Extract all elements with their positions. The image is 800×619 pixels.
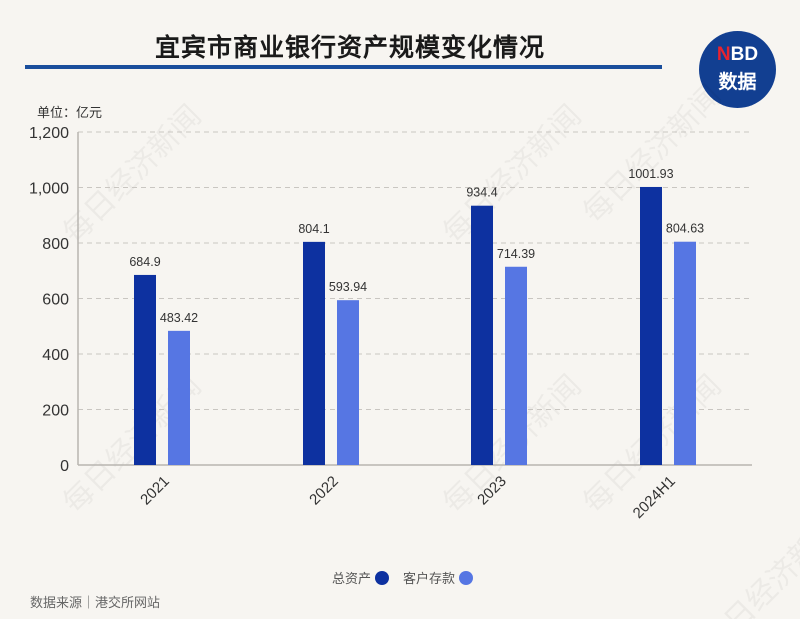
x-tick-label: 2022 [306,473,342,509]
bar-value-label: 934.4 [466,186,497,200]
bar-deposits [674,241,696,465]
legend-dot-icon [375,570,390,585]
logo-n: N [716,44,731,65]
nbd-logo: NBD 数据 [699,31,776,108]
bar-value-label: 804.1 [298,222,329,236]
bar-value-label: 684.9 [129,255,160,269]
legend-label: 总资产 [332,572,372,587]
bar-value-label: 804.63 [666,222,704,236]
bar-value-label: 714.39 [497,247,535,261]
bar-value-label: 1001.93 [628,167,673,181]
y-tick-label: 1,000 [29,181,69,198]
legend-item-total-assets: 总资产 [332,568,390,587]
data-source: 数据来源｜港交所网站 [30,596,161,611]
unit-label: 单位：亿元 [37,106,103,121]
legend: 总资产 客户存款 [332,568,487,587]
title-underline [25,65,662,69]
bar-total-assets [303,241,325,465]
legend-label: 客户存款 [403,572,456,587]
bar-deposits [337,300,359,465]
bar-deposits [505,266,527,465]
chart-title: 宜宾市商业银行资产规模变化情况 [154,33,545,62]
logo-text-nbd: NBD [699,44,776,66]
bar-total-assets [471,205,493,466]
bar-value-label: 593.94 [329,280,367,294]
logo-text-sub: 数据 [718,71,757,93]
y-tick-label: 0 [60,458,69,475]
bar-value-label: 483.42 [160,311,198,325]
x-tick-label: 2024H1 [630,473,679,522]
legend-item-deposits: 客户存款 [403,568,474,587]
logo-bd: BD [730,44,759,65]
y-tick-label: 800 [42,236,69,253]
y-tick-label: 400 [42,347,69,364]
x-tick-label: 2023 [474,473,510,509]
y-tick-label: 1,200 [29,125,69,142]
x-tick-label: 2021 [137,473,173,509]
legend-dot-icon [459,570,474,585]
bar-total-assets [640,186,662,466]
bar-deposits [168,330,190,465]
bar-total-assets [134,274,156,465]
y-tick-label: 200 [42,403,69,420]
y-tick-label: 600 [42,292,69,309]
